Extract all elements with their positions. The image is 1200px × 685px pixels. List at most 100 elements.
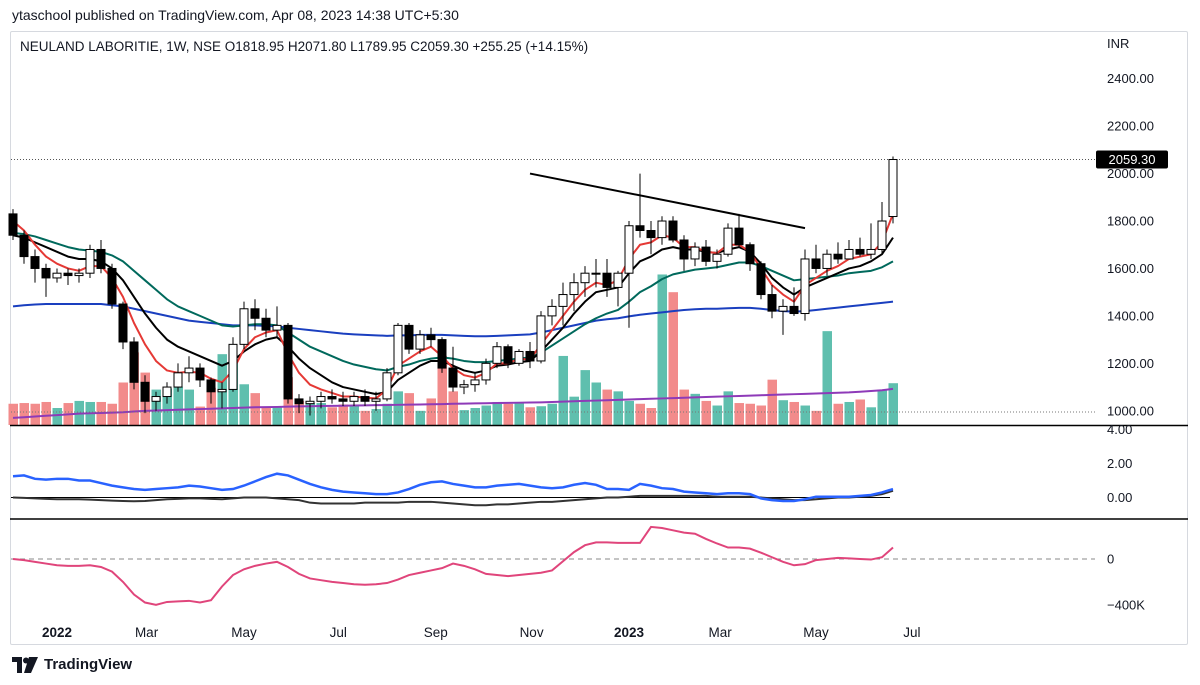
volume-bar-51 — [569, 396, 579, 425]
price-tick-label-5: 2000.00 — [1107, 166, 1154, 181]
volume-bar-53 — [591, 382, 601, 425]
x-tick-label-3: Jul — [330, 625, 347, 640]
candle-body-70 — [778, 305, 788, 312]
candle-body-0 — [8, 213, 18, 236]
candle-body-16 — [184, 367, 194, 374]
candle-body-18 — [206, 379, 216, 393]
volume-bar-47 — [525, 407, 535, 425]
volume-bar-21 — [239, 384, 249, 425]
volume-bar-67 — [745, 403, 755, 425]
candle-body-60 — [668, 220, 678, 241]
macd-tick-label-2: 0.00 — [1107, 490, 1132, 505]
x-tick-label-4: Sep — [424, 625, 448, 640]
x-tick-label-5: Nov — [520, 625, 544, 640]
candle-body-22 — [250, 308, 260, 319]
candle-body-17 — [195, 367, 205, 381]
volume-bar-69 — [767, 379, 777, 425]
currency-label: INR — [1107, 36, 1129, 51]
panel-separators — [10, 424, 1188, 520]
x-tick-label-9: Jul — [903, 625, 920, 640]
candle-body-76 — [844, 248, 854, 260]
candle-body-41 — [459, 384, 469, 388]
footer: TradingView — [12, 656, 132, 673]
volume-bar-79 — [877, 389, 887, 425]
candle-body-59 — [657, 220, 667, 239]
candle-body-55 — [613, 272, 623, 288]
volume-bar-33 — [371, 409, 381, 425]
tradingview-brand: TradingView — [44, 656, 133, 673]
candle-body-71 — [789, 305, 799, 315]
candle-body-15 — [173, 372, 183, 388]
volume-bar-37 — [415, 410, 425, 425]
candle-body-75 — [833, 253, 843, 260]
candle-body-58 — [646, 230, 656, 239]
volume-bar-15 — [173, 386, 183, 425]
candle-body-51 — [569, 282, 579, 296]
volume-bar-43 — [481, 405, 491, 425]
chart-frame — [10, 31, 1188, 645]
candle-body-25 — [283, 324, 293, 400]
volume-bar-28 — [316, 403, 326, 425]
candle-body-5 — [63, 272, 73, 277]
resistance-trendline — [529, 172, 806, 230]
candle-body-40 — [448, 367, 458, 388]
volume-bar-68 — [756, 405, 766, 425]
volume-bar-23 — [261, 406, 271, 425]
candle-body-34 — [382, 372, 392, 400]
volume-bar-20 — [228, 361, 238, 425]
volume-bar-56 — [624, 400, 634, 425]
candle-body-30 — [338, 398, 348, 402]
volume-bar-36 — [404, 393, 414, 425]
published-line: ytaschool published on TradingView.com, … — [12, 7, 459, 23]
volume-ma-line — [12, 387, 894, 419]
candle-body-7 — [85, 248, 95, 274]
volume-bar-16 — [184, 389, 194, 425]
candle-body-67 — [745, 244, 755, 265]
price-tick-label-1: 1200.00 — [1107, 356, 1154, 371]
volume-bar-64 — [712, 405, 722, 425]
candle-body-66 — [734, 227, 744, 246]
candle-body-43 — [481, 362, 491, 381]
volume-bar-52 — [580, 370, 590, 425]
volume-bar-24 — [272, 406, 282, 425]
candle-body-80 — [888, 159, 898, 218]
candle-body-61 — [679, 239, 689, 260]
candle-body-56 — [624, 225, 634, 274]
candle-body-1 — [19, 234, 29, 258]
volume-bar-74 — [822, 331, 832, 425]
candle-body-79 — [877, 220, 887, 250]
obv-tick-label-0: 0 — [1107, 551, 1114, 566]
candle-body-63 — [701, 246, 711, 262]
volume-bar-49 — [547, 403, 557, 425]
volume-bar-14 — [162, 388, 172, 425]
volume-bar-22 — [250, 393, 260, 425]
candle-body-19 — [217, 388, 227, 393]
volume-bar-55 — [613, 391, 623, 425]
price-candles — [8, 156, 898, 416]
candle-body-36 — [404, 324, 414, 350]
axis-labels: 1000.00 1200.00 1400.00 1600.00 1800.00 2000.… — [42, 71, 1154, 640]
candle-body-11 — [129, 341, 139, 383]
candle-body-46 — [514, 350, 524, 364]
candle-body-9 — [107, 267, 117, 305]
candle-body-42 — [470, 379, 480, 386]
volume-bar-75 — [833, 403, 843, 425]
volume-bar-1 — [19, 403, 29, 425]
volume-bar-46 — [514, 401, 524, 425]
macd-tick-label-0: 4.00 — [1107, 422, 1132, 437]
x-tick-label-8: May — [803, 625, 829, 640]
last-price-tag-text: 2059.30 — [1109, 152, 1156, 167]
volume-bar-72 — [800, 405, 810, 425]
price-tick-label-4: 1800.00 — [1107, 214, 1154, 229]
volume-bar-58 — [646, 408, 656, 425]
macd-signal-line — [12, 489, 894, 507]
volume-bar-34 — [382, 403, 392, 425]
volume-bar-4 — [52, 408, 62, 425]
price-tick-label-6: 2200.00 — [1107, 119, 1154, 134]
volume-bar-61 — [679, 389, 689, 425]
volume-bar-44 — [492, 401, 502, 425]
x-tick-label-6: 2023 — [614, 625, 645, 640]
price-tick-label-7: 2400.00 — [1107, 71, 1154, 86]
x-tick-label-2: May — [231, 625, 257, 640]
